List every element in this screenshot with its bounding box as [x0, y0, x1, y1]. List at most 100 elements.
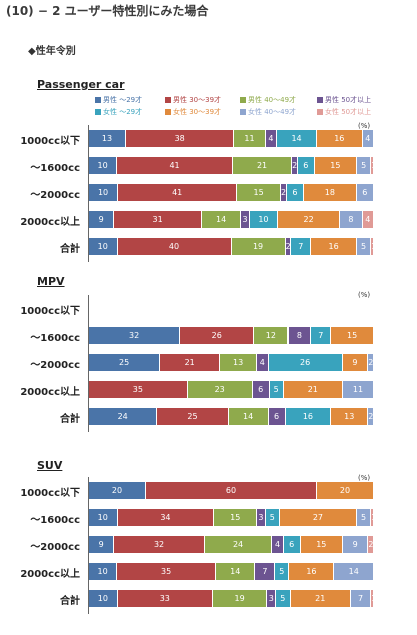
- bar-segment-male-40s: 12: [254, 327, 289, 344]
- bar-segment-female-u29: 6: [283, 536, 301, 553]
- bar-segment-male-40s: 15: [214, 509, 258, 526]
- legend-label: 男性 40～49才: [248, 96, 297, 104]
- chart-title-mpv: MPV: [37, 275, 65, 288]
- bar-row: 10 41 15 2 6 18 6: [89, 184, 374, 201]
- bar-segment-male-40s: 11: [234, 130, 266, 147]
- bar-segment-male-u29: 20: [89, 482, 146, 499]
- bar-row: 10 35 14 7 5 16 14: [89, 563, 374, 580]
- bar-segment-male-50plus: 4: [272, 536, 284, 553]
- bar-segment-male-30s: 60: [146, 482, 317, 499]
- legend-label: 女性 40～49才: [248, 108, 297, 116]
- bar-segment-male-50plus: 6: [268, 408, 286, 425]
- legend-swatch: [95, 109, 101, 115]
- category-label: 1000cc以下: [20, 136, 80, 147]
- category-label: ～2000cc: [30, 360, 80, 371]
- legend-item-male-40s: 男性 40～49才: [240, 95, 296, 105]
- bar-segment-female-u29: 7: [311, 327, 332, 344]
- bar-segment-male-40s: 19: [212, 590, 268, 607]
- bar-segment-female-u29: 26: [268, 354, 343, 371]
- bar-segment-male-u29: 10: [89, 563, 118, 580]
- bar-segment-female-30s: 18: [304, 184, 357, 201]
- bar-segment-male-30s: 31: [114, 211, 202, 228]
- bar-segment-female-u29: 16: [285, 408, 332, 425]
- bar-segment-female-30s: 9: [342, 354, 369, 371]
- chart-title-suv: SUV: [37, 459, 63, 472]
- bar-segment-female-u29: 7: [291, 238, 312, 255]
- legend-item-female-40s: 女性 40～49才: [240, 107, 296, 117]
- bar-segment-male-30s: 41: [118, 184, 238, 201]
- category-label: 2000cc以上: [20, 217, 80, 228]
- bar-segment-female-50plus: 1: [371, 157, 374, 174]
- legend-swatch: [95, 97, 101, 103]
- category-label: 合計: [60, 414, 80, 425]
- category-label: 1000cc以下: [20, 488, 80, 499]
- bar-segment-female-30s: 15: [331, 327, 374, 344]
- bar-segment-female-30s: 21: [290, 590, 351, 607]
- bar-segment-male-u29: 10: [89, 509, 118, 526]
- bar-segment-male-40s: 13: [220, 354, 258, 371]
- bar-segment-female-u29: 5: [275, 563, 290, 580]
- bar-segment-female-30s: 16: [289, 563, 335, 580]
- bar-segment-female-30s: 22: [278, 211, 341, 228]
- category-label: ～2000cc: [30, 542, 80, 553]
- legend-swatch: [240, 97, 246, 103]
- legend-label: 女性 50才以上: [325, 108, 372, 116]
- bar-segment-female-40s: 11: [342, 381, 374, 398]
- category-label: 合計: [60, 244, 80, 255]
- bar-row: 24 25 14 6 16 13 2: [89, 408, 374, 425]
- bar-segment-female-30s: 15: [314, 157, 358, 174]
- bar-segment-male-40s: 14: [201, 211, 242, 228]
- category-label: 1000cc以下: [20, 306, 80, 317]
- category-label: 2000cc以上: [20, 387, 80, 398]
- bar-row: 104121261551: [89, 157, 374, 174]
- bar-row: 20 60 20: [89, 482, 374, 499]
- legend-item-female-u29: 女性 ～29才: [95, 107, 142, 117]
- bar-segment-female-30s: 13: [331, 408, 369, 425]
- category-label: 2000cc以上: [20, 569, 80, 580]
- bar-segment-female-50plus: 1: [371, 509, 374, 526]
- category-label: ～1600cc: [30, 163, 80, 174]
- bar-row: 35 23 6 5 21 11: [89, 381, 374, 398]
- bar-segment-male-30s: 35: [117, 563, 216, 580]
- bar-segment-male-u29: 32: [89, 327, 181, 344]
- bar-row: 13 38 11 4 14 16 4: [89, 130, 374, 147]
- legend-swatch: [317, 109, 323, 115]
- bar-segment-female-30s: 16: [317, 130, 363, 147]
- bar-segment-male-u29: 10: [89, 157, 118, 174]
- legend-label: 男性 30～39才: [173, 96, 222, 104]
- legend-swatch: [165, 109, 171, 115]
- bar-row: 103319352171: [89, 590, 374, 607]
- bar-segment-female-40s: 5: [356, 509, 372, 526]
- bar-segment-male-30s: 21: [160, 354, 221, 371]
- bar-segment-male-50plus: 7: [255, 563, 276, 580]
- bar-segment-male-50plus: 2: [292, 157, 298, 174]
- bar-segment-male-50plus: 3: [241, 211, 250, 228]
- bar-segment-male-50plus: 3: [267, 590, 277, 607]
- category-label: ～1600cc: [30, 333, 80, 344]
- page-subtitle: ◆性年令別: [28, 46, 76, 57]
- bar-segment-male-50plus: 2: [285, 238, 292, 255]
- legend-label: 女性 ～29才: [103, 108, 143, 116]
- bar-segment-male-u29: 10: [89, 184, 119, 201]
- bar-segment-male-30s: 34: [117, 509, 215, 526]
- bar-row: 9 31 14 3 10 22 8 4: [89, 211, 374, 228]
- bar-row: 25 21 13 4 26 9 2: [89, 354, 374, 371]
- bar-segment-female-40s: 7: [350, 590, 372, 607]
- bar-segment-male-40s: 23: [187, 381, 253, 398]
- unit-label-mpv: (%): [358, 291, 371, 299]
- bar-segment-male-30s: 38: [126, 130, 235, 147]
- legend-swatch: [240, 109, 246, 115]
- bar-segment-female-u29: 5: [265, 509, 280, 526]
- chart-axis-1: [88, 295, 89, 432]
- bar-segment-female-30s: 15: [300, 536, 343, 553]
- bar-segment-male-30s: 40: [117, 238, 232, 255]
- bar-segment-female-40s: 14: [334, 563, 374, 580]
- page-title: (10) − 2 ユーザー特性別にみた場合: [6, 4, 209, 18]
- legend-label: 男性 ～29才: [103, 96, 143, 104]
- bar-segment-female-u29: 10: [249, 211, 279, 228]
- chart-axis-2: [88, 477, 89, 614]
- bar-row: 9 32 24 4 6 15 9 2: [89, 536, 374, 553]
- bar-segment-male-50plus: 4: [265, 130, 278, 147]
- bar-segment-male-30s: 41: [117, 157, 233, 174]
